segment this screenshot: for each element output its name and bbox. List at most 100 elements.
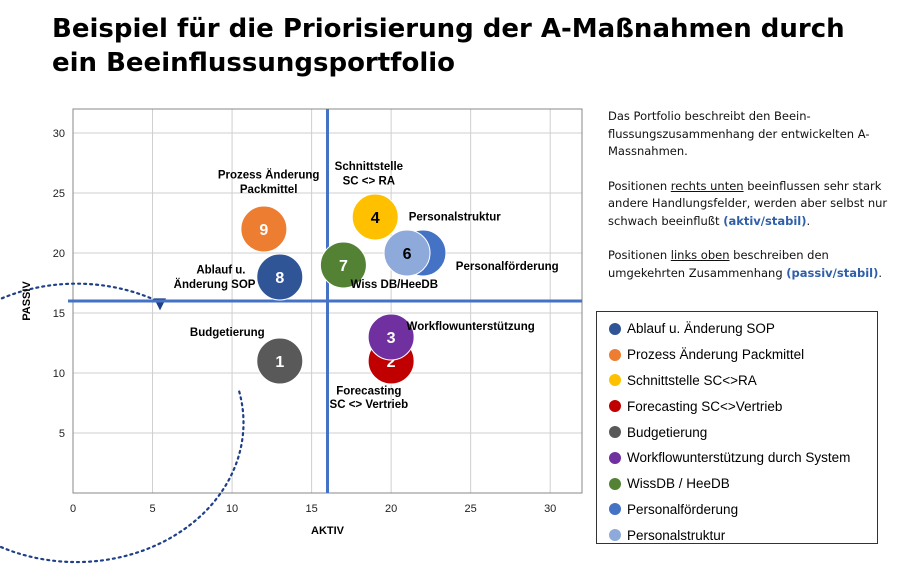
bubble-circle bbox=[240, 205, 288, 253]
point-label: Personalstruktur bbox=[409, 212, 502, 224]
page-title: Beispiel für die Priorisierung der A-Maß… bbox=[52, 14, 845, 78]
x-tick-label: 20 bbox=[385, 503, 397, 515]
desc-text: . bbox=[806, 213, 811, 228]
bubble-number: 9 bbox=[259, 222, 268, 239]
legend-label: Forecasting SC<>Vertrieb bbox=[627, 398, 783, 414]
point-label: Packmittel bbox=[240, 184, 298, 196]
point-label: Budgetierung bbox=[190, 327, 265, 339]
y-tick-label: 20 bbox=[53, 248, 65, 260]
desc-text: beschreiben den umgekehrten Zusammenhang bbox=[608, 248, 829, 280]
bubble-8: 8 bbox=[256, 253, 304, 301]
point-label: Prozess Änderung bbox=[218, 169, 320, 182]
legend-item: Prozess Änderung Packmittel bbox=[609, 342, 877, 368]
bubble-number: 3 bbox=[387, 330, 396, 347]
cycle-dotted-arc bbox=[0, 282, 245, 564]
point-label: Forecasting bbox=[336, 386, 401, 398]
desc-text: Positionen bbox=[608, 178, 671, 193]
bubble-6: 6 bbox=[383, 229, 431, 277]
bubble-number: 2 bbox=[387, 354, 396, 371]
legend-marker bbox=[609, 322, 621, 335]
point-label: Wiss DB/HeeDB bbox=[351, 279, 438, 291]
x-tick-label: 0 bbox=[70, 503, 76, 515]
x-axis-label: AKTIV bbox=[311, 525, 345, 537]
x-tick-label: 25 bbox=[465, 503, 477, 515]
legend-marker bbox=[609, 477, 621, 490]
legend-item: Personalstruktur bbox=[609, 522, 877, 548]
description-paragraph-2: Positionen rechts unten beeinflussen seh… bbox=[608, 178, 893, 231]
legend-label: WissDB / HeeDB bbox=[627, 476, 730, 492]
bubble-4: 4 bbox=[351, 193, 399, 241]
desc-text: beeinflussen sehr stark andere Handlungs… bbox=[608, 178, 888, 228]
point-label: Änderung SOP bbox=[174, 278, 256, 291]
legend-label: Ablauf u. Änderung SOP bbox=[627, 321, 775, 337]
legend-label: Budgetierung bbox=[627, 424, 708, 440]
bubble-number: 4 bbox=[371, 210, 380, 227]
legend-label: Workflowunterstützung durch System bbox=[627, 450, 851, 466]
description-panel: Das Portfolio beschreibt den Beein-fluss… bbox=[608, 108, 893, 299]
legend-marker bbox=[609, 529, 621, 542]
bubble-circle bbox=[256, 337, 304, 385]
y-tick-label: 30 bbox=[53, 128, 65, 140]
bubble-circle bbox=[256, 253, 304, 301]
desc-text: Positionen bbox=[608, 248, 671, 262]
legend-marker bbox=[609, 400, 621, 413]
x-tick-label: 5 bbox=[149, 503, 155, 515]
description-paragraph-3: Positionen links oben beschreiben den um… bbox=[608, 247, 893, 282]
desc-highlight: (passiv/stabil) bbox=[786, 265, 879, 280]
point-label: Ablauf u. bbox=[196, 264, 245, 276]
legend-item: Schnittstelle SC<>RA bbox=[609, 368, 877, 394]
bubble-7: 7 bbox=[319, 241, 367, 289]
legend-item: Ablauf u. Änderung SOP bbox=[609, 316, 877, 342]
bubble-circle bbox=[383, 229, 431, 277]
legend-item: Budgetierung bbox=[609, 419, 877, 445]
y-tick-label: 5 bbox=[59, 428, 65, 440]
point-label: Workflowunterstützung bbox=[407, 321, 535, 333]
y-axis-label: PASSIV bbox=[21, 281, 33, 321]
legend-item: Workflowunterstützung durch System bbox=[609, 445, 877, 471]
cycle-arrow bbox=[0, 282, 245, 564]
bubble-number: 8 bbox=[275, 270, 284, 287]
point-label: SC <> Vertrieb bbox=[330, 399, 409, 411]
x-tick-label: 10 bbox=[226, 503, 238, 515]
crosshair bbox=[68, 109, 582, 493]
y-tick-label: 15 bbox=[53, 308, 65, 320]
bubble-3: 3 bbox=[367, 313, 415, 361]
bubble-circle bbox=[319, 241, 367, 289]
point-label: Schnittstelle bbox=[335, 161, 403, 173]
legend-label: Prozess Änderung Packmittel bbox=[627, 347, 805, 363]
legend-label: Personalstruktur bbox=[627, 527, 726, 543]
desc-text: . bbox=[878, 265, 883, 280]
desc-underlined: links oben bbox=[670, 248, 730, 262]
legend: Ablauf u. Änderung SOP Prozess Änderung P… bbox=[596, 311, 878, 544]
point-label: Personalförderung bbox=[456, 261, 559, 273]
legend-marker bbox=[609, 374, 621, 387]
legend-item: Forecasting SC<>Vertrieb bbox=[609, 393, 877, 419]
point-labels: Prozess Änderung Packmittel Schnittstelle S… bbox=[174, 161, 559, 411]
bubble-number: 6 bbox=[403, 246, 412, 263]
bubble-9: 9 bbox=[240, 205, 288, 253]
legend-marker bbox=[609, 426, 621, 439]
bubble-circle bbox=[351, 193, 399, 241]
bubble-number: 7 bbox=[339, 258, 348, 275]
y-tick-label: 25 bbox=[53, 188, 65, 200]
desc-highlight: (aktiv/stabil) bbox=[723, 213, 807, 228]
bubbles: 123987456 bbox=[240, 193, 447, 385]
legend-item: Personalförderung bbox=[609, 497, 877, 523]
desc-underlined: rechts unten bbox=[670, 178, 744, 193]
tick-labels: 0 5 10 15 20 25 30 5 10 15 20 25 30 bbox=[53, 128, 557, 515]
bubble-circle bbox=[367, 313, 415, 361]
description-paragraph-1: Das Portfolio beschreibt den Beein-fluss… bbox=[608, 109, 870, 158]
legend-label: Schnittstelle SC<>RA bbox=[627, 372, 757, 388]
legend-marker bbox=[609, 451, 621, 464]
legend-marker bbox=[609, 348, 621, 361]
bubble-1: 1 bbox=[256, 337, 304, 385]
point-label: SC <> RA bbox=[343, 176, 395, 188]
x-tick-label: 30 bbox=[544, 503, 556, 515]
legend-item: WissDB / HeeDB bbox=[609, 471, 877, 497]
legend-label: Personalförderung bbox=[627, 501, 739, 517]
legend-marker bbox=[609, 503, 621, 516]
y-tick-label: 10 bbox=[53, 368, 65, 380]
bubble-number: 1 bbox=[275, 354, 284, 371]
x-tick-label: 15 bbox=[305, 503, 317, 515]
